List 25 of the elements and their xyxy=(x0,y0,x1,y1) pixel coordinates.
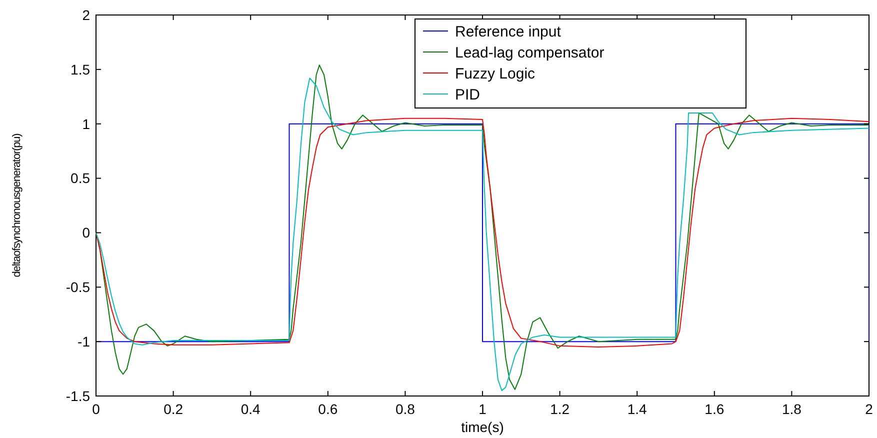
y-tick-label: 0.5 xyxy=(70,170,90,186)
legend-label: Lead-lag compensator xyxy=(455,44,604,62)
x-tick-label: 1 xyxy=(478,401,487,417)
x-tick-label: 0.2 xyxy=(164,401,184,417)
x-tick-label: 1.6 xyxy=(704,401,724,417)
x-tick-label: 0.4 xyxy=(240,401,261,417)
y-tick-label: 2 xyxy=(82,6,90,23)
legend-label: Fuzzy Logic xyxy=(455,65,536,82)
y-tick-label: -1.5 xyxy=(66,388,90,404)
x-tick-label: 1.2 xyxy=(550,401,570,417)
legend-label: Reference input xyxy=(455,23,562,40)
y-tick-label: -1 xyxy=(78,333,90,350)
legend-label: PID xyxy=(455,86,480,104)
y-tick-label: -0.5 xyxy=(66,279,90,296)
y-axis-title: deltaofsynchronousgenerator(pu) xyxy=(11,134,23,278)
x-tick-label: 0.6 xyxy=(318,401,338,417)
x-tick-label: 1.8 xyxy=(782,401,802,417)
x-tick-label: 0.8 xyxy=(395,401,416,417)
x-tick-label: 2 xyxy=(865,401,874,417)
y-tick-label: 0 xyxy=(82,224,90,241)
y-tick-label: 1 xyxy=(82,116,90,132)
x-tick-label: 1.4 xyxy=(627,401,648,417)
y-tick-label: 1.5 xyxy=(70,61,90,78)
x-tick-label: 0 xyxy=(92,401,100,417)
x-axis-title: time(s) xyxy=(461,419,504,435)
